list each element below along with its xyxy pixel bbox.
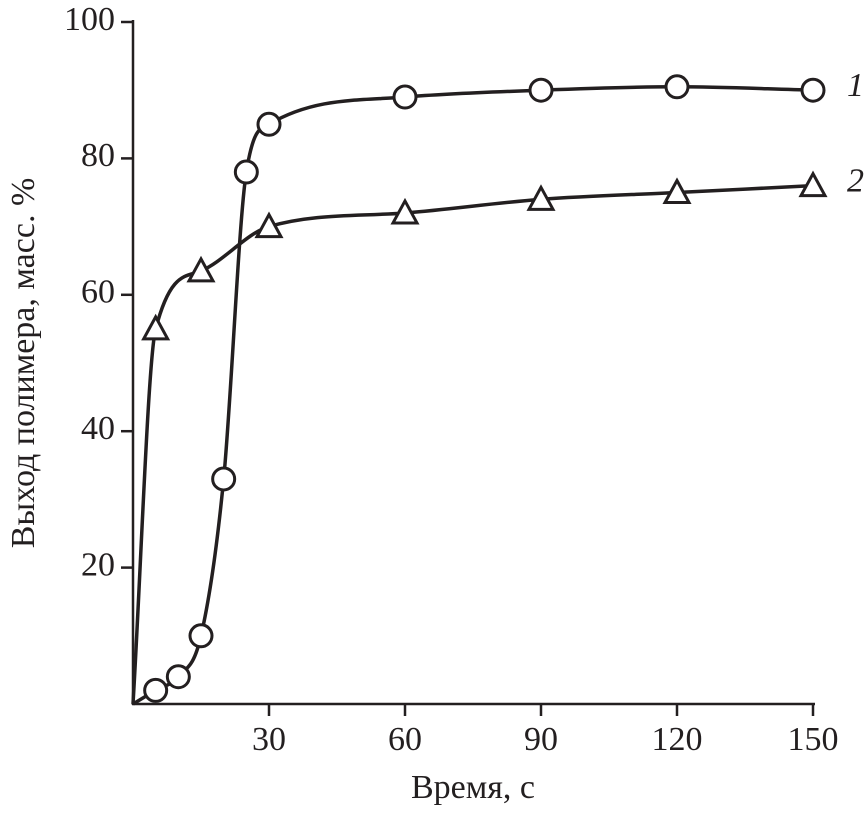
x-tick-label: 150 [788,721,839,758]
point [392,84,418,110]
point [256,111,282,137]
x-tick-label: 90 [524,721,558,758]
point [186,255,216,283]
series-label: 1 [847,67,864,104]
x-axis-label: Время, с [411,769,535,806]
series-line [132,85,814,706]
point [143,677,169,703]
x-tick-label: 60 [388,721,422,758]
series-line [131,183,814,705]
point [662,177,692,204]
point [390,197,420,225]
point [798,170,828,198]
y-tick-label: 20 [81,546,115,583]
point [211,466,237,492]
point [165,664,191,690]
point [664,74,690,100]
y-tick-label: 80 [81,137,115,174]
point [141,313,171,341]
point [188,623,214,649]
x-tick-label: 120 [652,721,703,758]
point [526,184,556,211]
y-tick-label: 100 [64,1,115,38]
y-axis-label: Выход полимера, масс. % [5,178,42,549]
x-tick-label: 30 [252,721,286,758]
point [254,211,284,239]
series-label: 2 [847,162,864,199]
y-tick-label: 40 [81,410,115,447]
point [233,159,259,185]
point [800,77,826,103]
point [528,77,554,103]
y-tick-label: 60 [81,274,115,311]
